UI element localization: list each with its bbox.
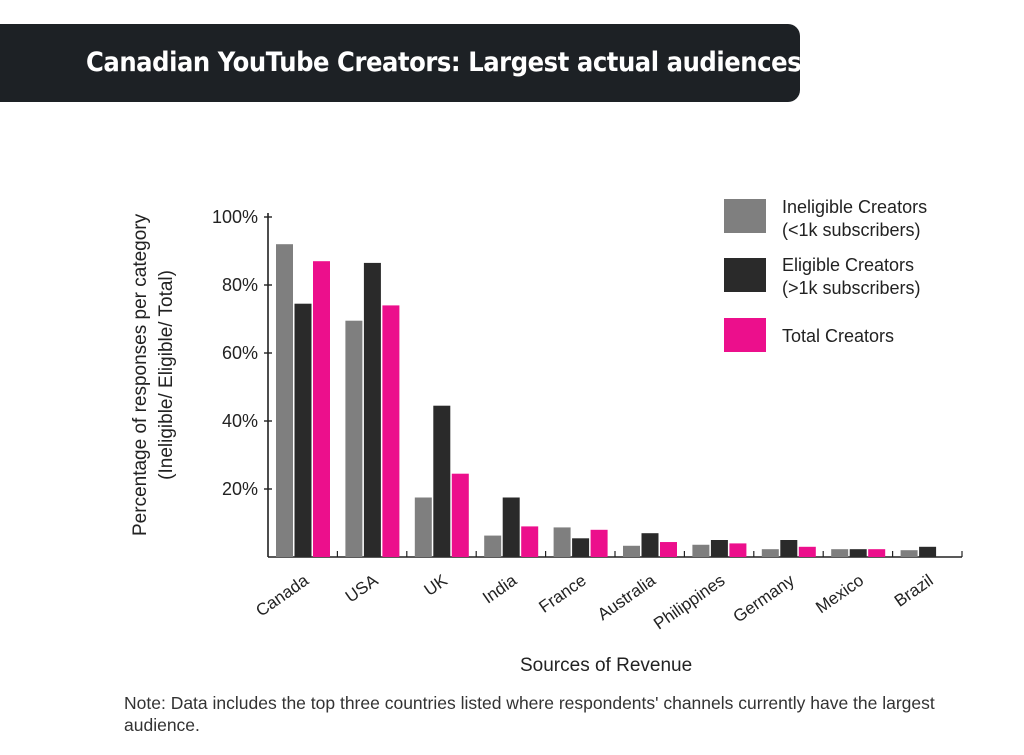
x-tick-label-canada: Canada — [252, 570, 312, 620]
y-tick-label: 60% — [222, 343, 258, 363]
bar-brazil-ineligible — [900, 550, 918, 557]
x-tick-label-france: France — [535, 571, 589, 617]
bar-france-eligible — [572, 538, 590, 557]
legend-label-total: Total Creators — [782, 326, 895, 346]
bar-mexico-ineligible — [831, 549, 849, 557]
y-tick-label: 100% — [212, 207, 258, 227]
x-tick-label-philippines: Philippines — [650, 571, 728, 634]
x-axis-label: Sources of Revenue — [520, 655, 693, 676]
footnote: Note: Data includes the top three countr… — [124, 693, 935, 735]
x-tick-label-mexico: Mexico — [812, 571, 867, 617]
chart-title: Canadian YouTube Creators: Largest actua… — [86, 47, 802, 78]
bar-usa-eligible — [363, 262, 381, 557]
legend-label-eligible: Eligible Creators (>1k subscribers) — [782, 255, 921, 298]
legend-swatch-total — [724, 318, 766, 352]
bar-germany-ineligible — [761, 549, 779, 557]
legend-label-ineligible: Ineligible Creators (<1k subscribers) — [782, 197, 928, 240]
bar-australia-eligible — [641, 533, 659, 557]
bar-mexico-total — [868, 549, 886, 557]
y-tick-label: 20% — [222, 479, 258, 499]
x-tick-label-germany: Germany — [730, 570, 799, 626]
bar-germany-total — [798, 546, 816, 557]
bar-canada-ineligible — [276, 244, 293, 557]
bar-philippines-eligible — [710, 540, 728, 557]
bar-uk-ineligible — [414, 497, 432, 557]
bar-india-ineligible — [484, 535, 502, 557]
x-tick-label-india: India — [479, 570, 521, 607]
bar-uk-eligible — [433, 405, 451, 557]
title-bar: Canadian YouTube Creators: Largest actua… — [0, 24, 802, 102]
bar-philippines-ineligible — [692, 544, 710, 557]
bar-france-ineligible — [553, 527, 571, 557]
bar-philippines-total — [729, 543, 747, 557]
bar-canada-eligible — [294, 303, 312, 557]
x-tick-label-uk: UK — [421, 570, 452, 599]
y-tick-label: 40% — [222, 411, 258, 431]
bar-uk-total — [451, 473, 469, 557]
y-tick-label: 80% — [222, 275, 258, 295]
bar-brazil-eligible — [919, 546, 937, 557]
bar-mexico-eligible — [849, 549, 867, 557]
bar-france-total — [590, 529, 608, 557]
bar-australia-ineligible — [623, 545, 640, 557]
x-tick-label-australia: Australia — [594, 570, 660, 624]
bar-canada-total — [313, 261, 330, 557]
x-tick-label-brazil: Brazil — [891, 571, 937, 611]
bar-usa-ineligible — [345, 320, 363, 557]
bar-germany-eligible — [780, 540, 798, 557]
bar-india-eligible — [502, 497, 520, 557]
bar-australia-total — [660, 542, 677, 557]
legend-swatch-ineligible — [724, 199, 766, 233]
bar-india-total — [521, 526, 539, 557]
bar-usa-total — [382, 305, 400, 557]
x-tick-label-usa: USA — [342, 570, 382, 606]
legend-swatch-eligible — [724, 258, 766, 292]
